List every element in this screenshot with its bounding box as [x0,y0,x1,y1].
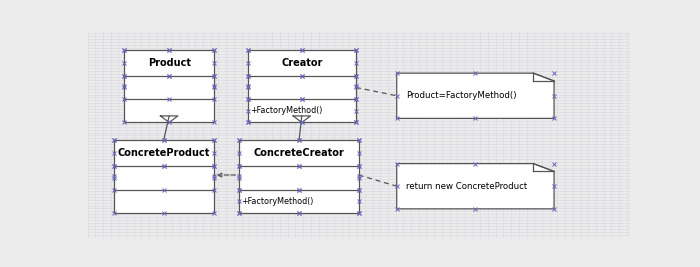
Text: Product: Product [148,58,190,68]
Bar [125,49,214,123]
Text: ConcreteCreator: ConcreteCreator [253,148,344,158]
Text: Creator: Creator [281,58,323,68]
Bar [248,49,356,123]
Text: ConcreteProduct: ConcreteProduct [118,148,210,158]
Bar [239,140,358,213]
Polygon shape [397,73,554,118]
Text: +FactoryMethod(): +FactoryMethod() [241,197,314,206]
Text: return new ConcreteProduct: return new ConcreteProduct [407,182,528,191]
Bar [113,140,214,213]
Polygon shape [397,164,554,209]
Text: Product=FactoryMethod(): Product=FactoryMethod() [407,91,517,100]
Text: +FactoryMethod(): +FactoryMethod() [250,106,322,115]
